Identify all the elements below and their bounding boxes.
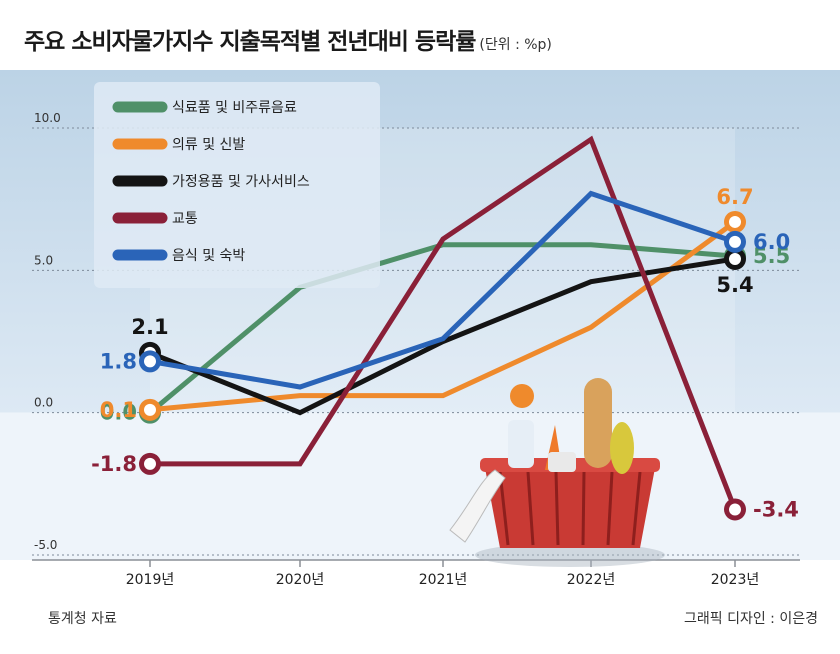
data-point-marker-inner: [144, 355, 156, 368]
y-tick-label: 5.0: [34, 253, 53, 267]
source-note: 통계청 자료: [48, 611, 117, 627]
data-label: 2.1: [131, 315, 168, 339]
data-point-marker-inner: [729, 215, 741, 228]
legend-label: 의류 및 신발: [172, 137, 245, 153]
bread-icon: [584, 378, 612, 468]
legend-box: [94, 82, 380, 288]
legend-label: 가정용품 및 가사서비스: [172, 174, 310, 190]
legend-label: 음식 및 숙박: [172, 248, 245, 264]
x-tick-label: 2023년: [711, 572, 760, 588]
x-tick-label: 2022년: [567, 572, 616, 588]
data-label: 5.5: [753, 244, 790, 268]
banana-icon: [610, 422, 634, 474]
data-label: 0.0: [100, 401, 137, 425]
data-point-marker-inner: [144, 403, 156, 416]
data-label: 1.8: [100, 349, 137, 373]
milk-bottle-icon: [508, 420, 534, 468]
data-point-marker-inner: [144, 457, 156, 470]
data-label: 6.0: [753, 230, 790, 254]
x-tick-label: 2020년: [276, 572, 325, 588]
data-point-marker-inner: [729, 252, 741, 265]
chart-title: 주요 소비자물가지수 지출목적별 전년대비 등락률 (단위 : %p): [24, 29, 552, 55]
basket-slat: [498, 471, 510, 546]
series-line: [149, 256, 736, 416]
series-line: [148, 242, 736, 415]
lower-background: [0, 412, 840, 560]
series-line: [149, 219, 737, 413]
receipt-icon: [449, 469, 506, 543]
x-tick-label: 2021년: [419, 572, 468, 588]
basket-shadow: [475, 543, 665, 567]
orange-icon: [510, 384, 534, 408]
basket-slat: [606, 471, 614, 546]
series-line: [150, 135, 738, 511]
y-tick-label: 0.0: [34, 396, 53, 410]
data-label: 5.4: [716, 273, 753, 297]
basket-slat: [526, 471, 535, 546]
data-label: 6.7: [716, 185, 753, 209]
y-tick-label: 10.0: [34, 111, 61, 125]
credit-note: 그래픽 디자인 : 이은경: [684, 611, 818, 627]
legend-label: 교통: [172, 211, 198, 227]
can-icon: [548, 452, 576, 472]
legend-label: 식료품 및 비주류음료: [172, 100, 297, 116]
y-tick-label: -5.0: [34, 538, 57, 552]
basket-slat: [581, 471, 586, 546]
series-line: [149, 190, 736, 390]
x-tick-label: 2019년: [126, 572, 175, 588]
data-label: 0.1: [100, 398, 137, 422]
unit-label: (단위 : %p): [479, 37, 552, 53]
data-point-marker-inner: [729, 503, 741, 516]
data-label: -3.4: [753, 497, 799, 521]
basket-slat: [554, 471, 560, 546]
data-point-marker-inner: [729, 235, 741, 248]
basket-slat: [631, 471, 642, 546]
basket-icon: [485, 468, 655, 548]
data-label: -1.8: [91, 452, 137, 476]
